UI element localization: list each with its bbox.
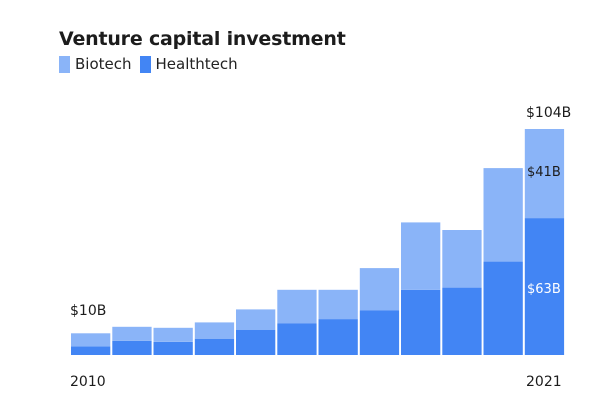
bar-healthtech-2011 [112, 340, 152, 355]
bar-biotech-2016 [318, 289, 358, 320]
x-axis-label-last: 2021 [526, 374, 562, 390]
last-total-label: $104B [526, 105, 571, 121]
legend-item-biotech: Biotech [59, 55, 132, 73]
bar-healthtech-2017 [359, 310, 400, 355]
chart-title: Venture capital investment [59, 28, 346, 50]
x-axis-label-first: 2010 [70, 374, 106, 390]
legend-label-biotech: Biotech [75, 55, 132, 73]
bar-healthtech-2019 [442, 287, 482, 355]
bar-biotech-2018 [401, 222, 441, 290]
bar-biotech-2015 [277, 289, 317, 324]
legend-label-healthtech: Healthtech [155, 55, 238, 73]
last-biotech-label: $41B [527, 165, 561, 180]
bar-biotech-2012 [153, 327, 193, 342]
bar-healthtech-2015 [277, 323, 317, 355]
bar-healthtech-2012 [153, 342, 193, 355]
bar-biotech-2010 [71, 333, 111, 347]
bar-healthtech-2010 [71, 346, 111, 355]
bar-biotech-2019 [442, 230, 482, 288]
bar-biotech-2014 [236, 309, 276, 330]
legend-swatch-biotech [59, 55, 70, 73]
bar-healthtech-2016 [318, 319, 358, 355]
legend-swatch-healthtech [139, 55, 151, 73]
bar-biotech-2017 [359, 268, 400, 311]
legend: Biotech Healthtech [59, 55, 246, 73]
bar-healthtech-2020 [483, 261, 523, 355]
bar-healthtech-2018 [401, 289, 441, 355]
bar-healthtech-2014 [236, 330, 276, 355]
bar-biotech-2020 [483, 168, 523, 262]
first-total-label: $10B [70, 303, 106, 319]
bars-group [71, 129, 565, 355]
last-healthtech-label: $63B [527, 282, 561, 297]
bar-biotech-2021 [524, 129, 565, 219]
bar-healthtech-2013 [194, 338, 235, 355]
bar-healthtech-2021 [524, 218, 565, 355]
legend-item-healthtech: Healthtech [139, 55, 238, 73]
bar-biotech-2013 [194, 322, 235, 339]
bar-biotech-2011 [112, 326, 152, 341]
